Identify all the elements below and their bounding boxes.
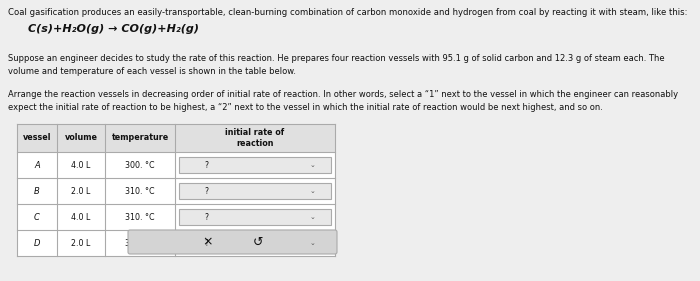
Text: volume: volume <box>64 133 97 142</box>
Bar <box>17 152 335 178</box>
Text: initial rate of
reaction: initial rate of reaction <box>225 128 285 148</box>
Text: Arrange the reaction vessels in decreasing order of initial rate of reaction. In: Arrange the reaction vessels in decreasi… <box>8 90 678 112</box>
Text: 300. °C: 300. °C <box>125 160 155 169</box>
Bar <box>17 124 335 152</box>
Bar <box>179 157 331 173</box>
Text: ⌄: ⌄ <box>310 240 316 246</box>
Text: D: D <box>34 239 41 248</box>
FancyBboxPatch shape <box>128 230 337 254</box>
Bar <box>179 183 331 199</box>
Text: 2.0 L: 2.0 L <box>71 187 91 196</box>
Text: ?: ? <box>204 187 209 196</box>
Text: Coal gasification produces an easily-transportable, clean-burning combination of: Coal gasification produces an easily-tra… <box>8 8 687 17</box>
Text: ⌄: ⌄ <box>310 188 316 194</box>
Bar <box>17 230 335 256</box>
Bar <box>179 235 331 251</box>
Text: ⌄: ⌄ <box>310 214 316 220</box>
Bar <box>17 178 335 204</box>
Text: 310. °C: 310. °C <box>125 212 155 221</box>
Text: 330. °C: 330. °C <box>125 239 155 248</box>
Text: C: C <box>34 212 40 221</box>
Text: 4.0 L: 4.0 L <box>71 212 91 221</box>
Text: ↺: ↺ <box>252 235 262 248</box>
Bar <box>179 209 331 225</box>
Text: ⌄: ⌄ <box>310 162 316 168</box>
Bar <box>17 204 335 230</box>
Text: 2.0 L: 2.0 L <box>71 239 91 248</box>
Text: ?: ? <box>204 160 209 169</box>
Text: ×: × <box>202 235 213 248</box>
Text: ?: ? <box>204 239 209 248</box>
Text: 4.0 L: 4.0 L <box>71 160 91 169</box>
Text: Suppose an engineer decides to study the rate of this reaction. He prepares four: Suppose an engineer decides to study the… <box>8 54 664 76</box>
Text: A: A <box>34 160 40 169</box>
Text: 310. °C: 310. °C <box>125 187 155 196</box>
Text: B: B <box>34 187 40 196</box>
Text: C(s)+H₂O(g) → CO(g)+H₂(g): C(s)+H₂O(g) → CO(g)+H₂(g) <box>28 24 199 34</box>
Text: ?: ? <box>204 212 209 221</box>
Text: temperature: temperature <box>111 133 169 142</box>
Text: vessel: vessel <box>22 133 51 142</box>
